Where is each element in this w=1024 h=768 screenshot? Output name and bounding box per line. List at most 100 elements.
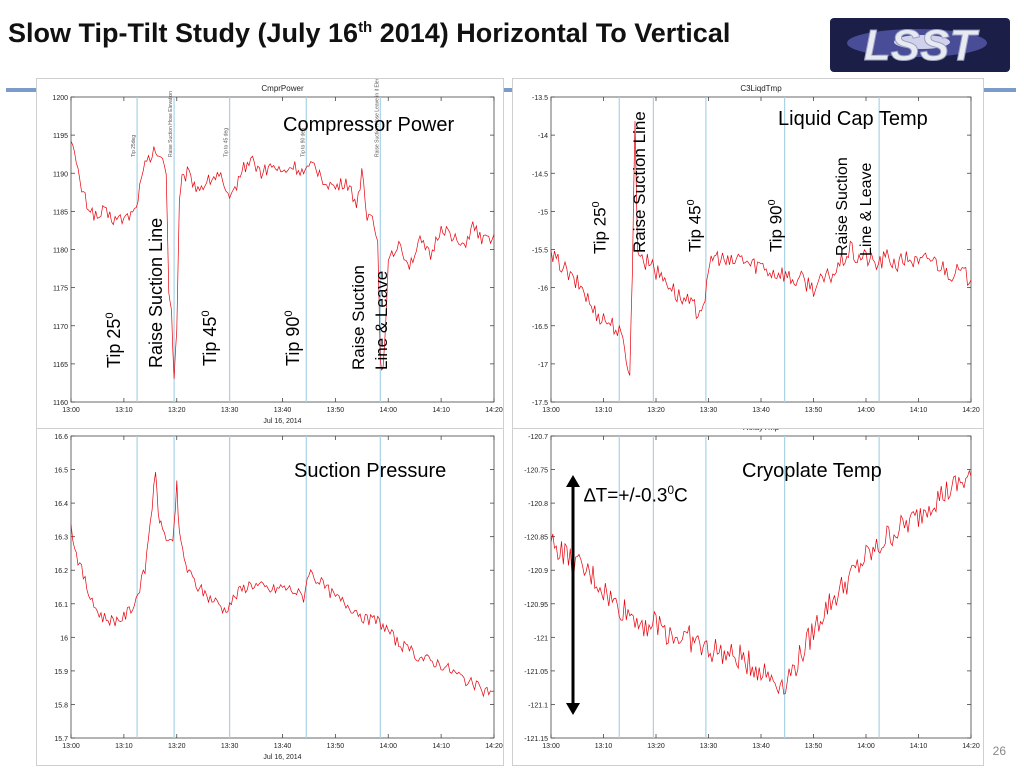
slide-title: Slow Tip-Tilt Study (July 16th 2014) Hor… [8,18,731,48]
y-tick-label: -121.05 [524,669,548,676]
header-rule [6,88,1016,92]
y-tick-label: 1170 [53,324,68,331]
chart-title: C3LiqdTmp [740,84,782,93]
series-line-compressor [70,141,495,379]
label-raise-suction-line-right: Raise Suction Line [630,111,649,253]
plot-svg-compressor: CmprPower 1160 1165 1170 1175 1180 1185 1190 119… [52,79,503,425]
x-tick-label: 14:10 [910,407,928,414]
y-tick-label: 1180 [53,248,68,255]
x-tick-label: 13:20 [168,407,186,414]
y-tick-label: -121 [534,635,548,642]
y-tick-label: 1160 [53,400,68,407]
y-tick-label: 1200 [52,95,68,102]
x-tick-label: 14:20 [962,407,980,414]
label-tip90-left: Tip 900 [283,310,303,366]
y-tick-label: 1195 [53,133,68,140]
plot-frame [550,96,972,403]
x-axis-label: Jul 16, 2014 [263,754,301,761]
x-tick-label: 13:40 [274,407,292,414]
x-tick-label: 13:30 [700,407,718,414]
event-annotation: Tip 25deg [131,135,137,157]
x-tick-label: 13:00 [542,743,560,750]
x-tick-label: 13:20 [647,743,665,750]
y-tick-label: -14 [538,133,548,140]
label-suction-pressure: Suction Pressure [294,460,447,482]
label-line-leave-right: Line & Leave [858,162,875,256]
x-tick-label: 13:00 [62,407,80,414]
plot-frame [70,96,495,403]
label-raise-suction-left: Raise Suction [349,265,368,370]
plot-svg-suction: 15.7 15.8 15.9 16 16.1 16.2 16.3 16.4 16.5 16.6 13… [54,434,503,761]
x-tick-label: 14:00 [379,743,397,750]
event-annotation: Tip to 90 deg [300,128,306,157]
y-tick-label: 16.2 [54,568,68,575]
series-line-suction [70,472,495,698]
x-tick-label: 14:20 [962,743,980,750]
x-tick-label: 14:00 [857,407,875,414]
label-tip25-right: Tip 250 [590,201,610,254]
label-raise-suction-right: Raise Suction [834,157,851,256]
chart-title: RelayTmp [743,429,780,432]
x-tick-label: 13:30 [221,407,239,414]
svg-text:LSST: LSST [864,21,980,70]
event-annotation: Tip to 45 deg [224,128,230,157]
y-tick-label: -120.8 [528,501,548,508]
y-tick-label: 1185 [53,209,68,216]
plot-svg-relay: RelayTmp -121.15 -121.1 -121.05 -121 -120.95 -… [524,429,980,750]
y-tick-label: 16.6 [54,434,68,441]
chart-suction-pressure: 15.7 15.8 15.9 16 16.1 16.2 16.3 16.4 16.5 16.6 13… [36,428,504,766]
y-tick-label: -121.15 [524,736,548,743]
x-tick-label: 14:20 [485,743,503,750]
x-axis-label: Jul 16, 2014 [263,418,301,425]
x-tick-label: 14:10 [910,743,928,750]
x-tick-label: 13:30 [221,743,239,750]
x-tick-label: 14:00 [379,407,397,414]
series-line-relay [550,469,972,695]
y-tick-label: -13.5 [532,95,548,102]
y-tick-label: -15 [538,209,548,216]
label-line-leave-left: Line & Leave [372,270,391,370]
x-tick-label: 13:50 [327,407,345,414]
y-tick-label: 15.7 [54,736,68,743]
lsst-logo: LSST [822,8,1018,80]
y-tick-label: 16 [60,635,68,642]
x-tick-label: 13:50 [327,743,345,750]
x-tick-label: 13:10 [595,407,613,414]
y-tick-label: -15.5 [532,248,548,255]
label-tip25-left: Tip 250 [104,312,124,368]
y-tick-label: -121.1 [528,702,548,709]
label-liquid-cap-temp: Liquid Cap Temp [778,108,928,130]
label-tip90-right: Tip 900 [766,199,786,252]
chart-cryoplate-temp: RelayTmp -121.15 -121.1 -121.05 -121 -120.95 -… [512,428,984,766]
x-tick-label: 14:00 [857,743,875,750]
y-tick-label: -16.5 [532,324,548,331]
chart-title: CmprPower [261,84,304,93]
series-line-liquid [550,121,972,376]
y-tick-label: 15.8 [54,702,68,709]
x-tick-label: 13:10 [115,743,133,750]
label-compressor-power: Compressor Power [283,114,455,136]
label-tip45-right: Tip 450 [685,199,705,252]
y-tick-label: 16.3 [54,535,68,542]
x-tick-label: 13:50 [805,743,823,750]
event-annotation: Raise Suction Hose Elevation [168,91,174,157]
plot-svg-liquid: C3LiqdTmp -17.5 -17 -16.5 -16 -15.5 -15 -14.5 -1… [532,84,980,414]
x-tick-label: 13:30 [700,743,718,750]
label-raise-suction-line-left: Raise Suction Line [146,217,166,368]
plot-frame [550,435,972,739]
x-tick-label: 13:10 [595,743,613,750]
label-delta-t: ∆T=+/-0.30C [584,484,688,507]
page-number: 26 [992,744,1006,758]
x-tick-label: 13:00 [542,407,560,414]
x-tick-label: 13:10 [115,407,133,414]
x-tick-label: 14:20 [485,407,503,414]
x-tick-label: 13:40 [752,743,770,750]
x-tick-label: 13:40 [752,407,770,414]
y-tick-label: -17.5 [532,400,548,407]
y-tick-label: 1175 [53,286,68,293]
x-tick-label: 13:50 [805,407,823,414]
x-tick-label: 13:20 [647,407,665,414]
y-tick-label: -120.95 [524,602,548,609]
y-tick-label: 15.9 [54,669,68,676]
x-tick-label: 13:00 [62,743,80,750]
